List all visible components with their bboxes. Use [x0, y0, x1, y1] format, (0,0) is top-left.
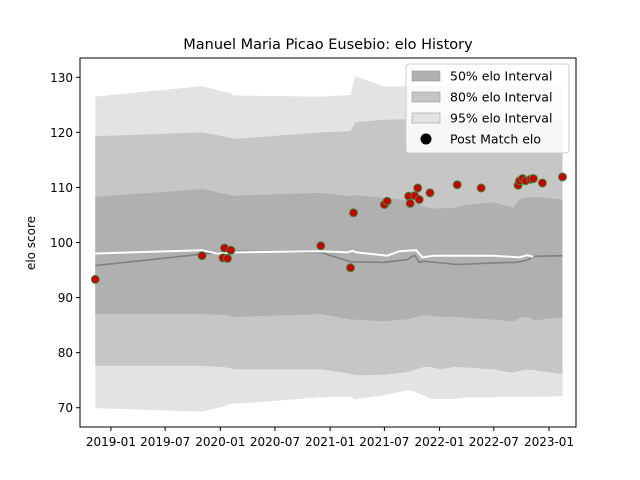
post-match-point — [558, 172, 567, 182]
legend-swatch-band-80 — [411, 91, 441, 103]
x-tick-label: 2021-07 — [359, 435, 409, 449]
chart-title: Manuel Maria Picao Eusebio: elo History — [183, 37, 473, 53]
post-match-point — [349, 208, 358, 218]
y-tick-label: 110 — [50, 181, 73, 195]
legend-label: 95% elo Interval — [450, 111, 552, 126]
post-match-point — [425, 188, 435, 198]
legend-label: 80% elo Interval — [450, 90, 552, 105]
y-tick-label: 80 — [58, 346, 73, 360]
legend: 50% elo Interval 80% elo Interval 95% elo … — [405, 63, 570, 154]
post-match-point — [414, 195, 424, 204]
post-match-point — [90, 274, 100, 284]
legend-box — [405, 63, 570, 154]
legend-label: 50% elo Interval — [450, 69, 552, 84]
x-tick-label: 2019-07 — [140, 435, 190, 449]
legend-marker-post-match — [420, 133, 432, 145]
y-tick-label: 120 — [50, 126, 73, 140]
x-tick-label: 2022-01 — [414, 435, 464, 449]
legend-label: Post Match elo — [450, 132, 541, 147]
post-match-point — [316, 241, 326, 251]
post-match-point — [197, 251, 207, 261]
interval-bands — [95, 76, 563, 412]
y-axis-label: elo score — [24, 216, 38, 270]
post-match-point — [405, 198, 415, 208]
y-tick-label: 100 — [50, 236, 73, 250]
x-tick-label: 2021-01 — [305, 435, 355, 449]
post-match-point — [346, 263, 355, 273]
post-match-point — [226, 245, 236, 255]
x-tick-label: 2020-01 — [195, 435, 245, 449]
post-match-point — [413, 183, 423, 193]
post-match-point — [452, 180, 462, 190]
legend-swatch-band-95 — [411, 112, 441, 124]
post-match-point — [382, 196, 392, 206]
y-tick-label: 90 — [58, 291, 73, 305]
x-tick-label: 2022-07 — [469, 435, 519, 449]
x-tick-label: 2020-07 — [250, 435, 300, 449]
post-match-point — [476, 183, 486, 193]
y-tick-label: 130 — [50, 71, 73, 85]
x-tick-label: 2019-01 — [86, 435, 136, 449]
y-tick-label: 70 — [58, 401, 73, 415]
legend-swatch-band-50 — [411, 70, 441, 82]
post-match-point — [528, 174, 538, 184]
post-match-point — [223, 254, 232, 263]
axes: 70 80 90 100 110 120 130 2019-01 2019-07 2020-01 2… — [50, 57, 577, 449]
x-tick-label: 2023-01 — [524, 435, 574, 449]
post-match-points — [90, 172, 567, 284]
post-match-point — [537, 178, 547, 188]
